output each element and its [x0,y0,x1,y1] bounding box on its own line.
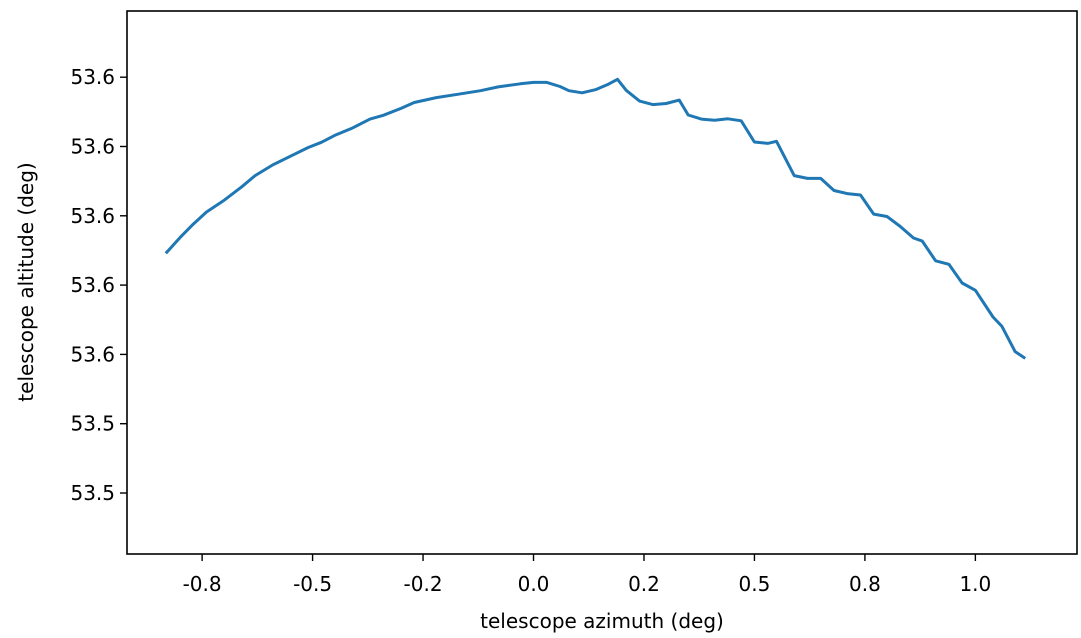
x-tick-label: 0.2 [628,572,660,596]
plot-area [127,11,1077,554]
x-tick-label: -0.2 [404,572,443,596]
y-tick-label: 53.6 [70,204,115,228]
x-axis-title: telescope azimuth (deg) [480,609,724,633]
y-tick-label: 53.6 [70,273,115,297]
y-tick-label: 53.6 [70,65,115,89]
x-tick-label: -0.8 [183,572,222,596]
y-tick-label: 53.6 [70,134,115,158]
y-axis-title: telescope altitude (deg) [14,162,38,401]
x-tick-label: 0.8 [849,572,881,596]
y-tick-label: 53.6 [70,342,115,366]
y-ticks: 53.5 53.5 53.6 53.6 53.6 53.6 53.6 [70,65,127,505]
y-tick-label: 53.5 [70,412,115,436]
x-tick-label: 0.5 [739,572,771,596]
x-ticks: -0.8 -0.5 -0.2 0.0 0.2 0.5 0.8 1.0 [183,554,992,596]
y-tick-label: 53.5 [70,481,115,505]
x-tick-label: -0.5 [293,572,332,596]
x-tick-label: 0.0 [518,572,550,596]
x-tick-label: 1.0 [959,572,991,596]
